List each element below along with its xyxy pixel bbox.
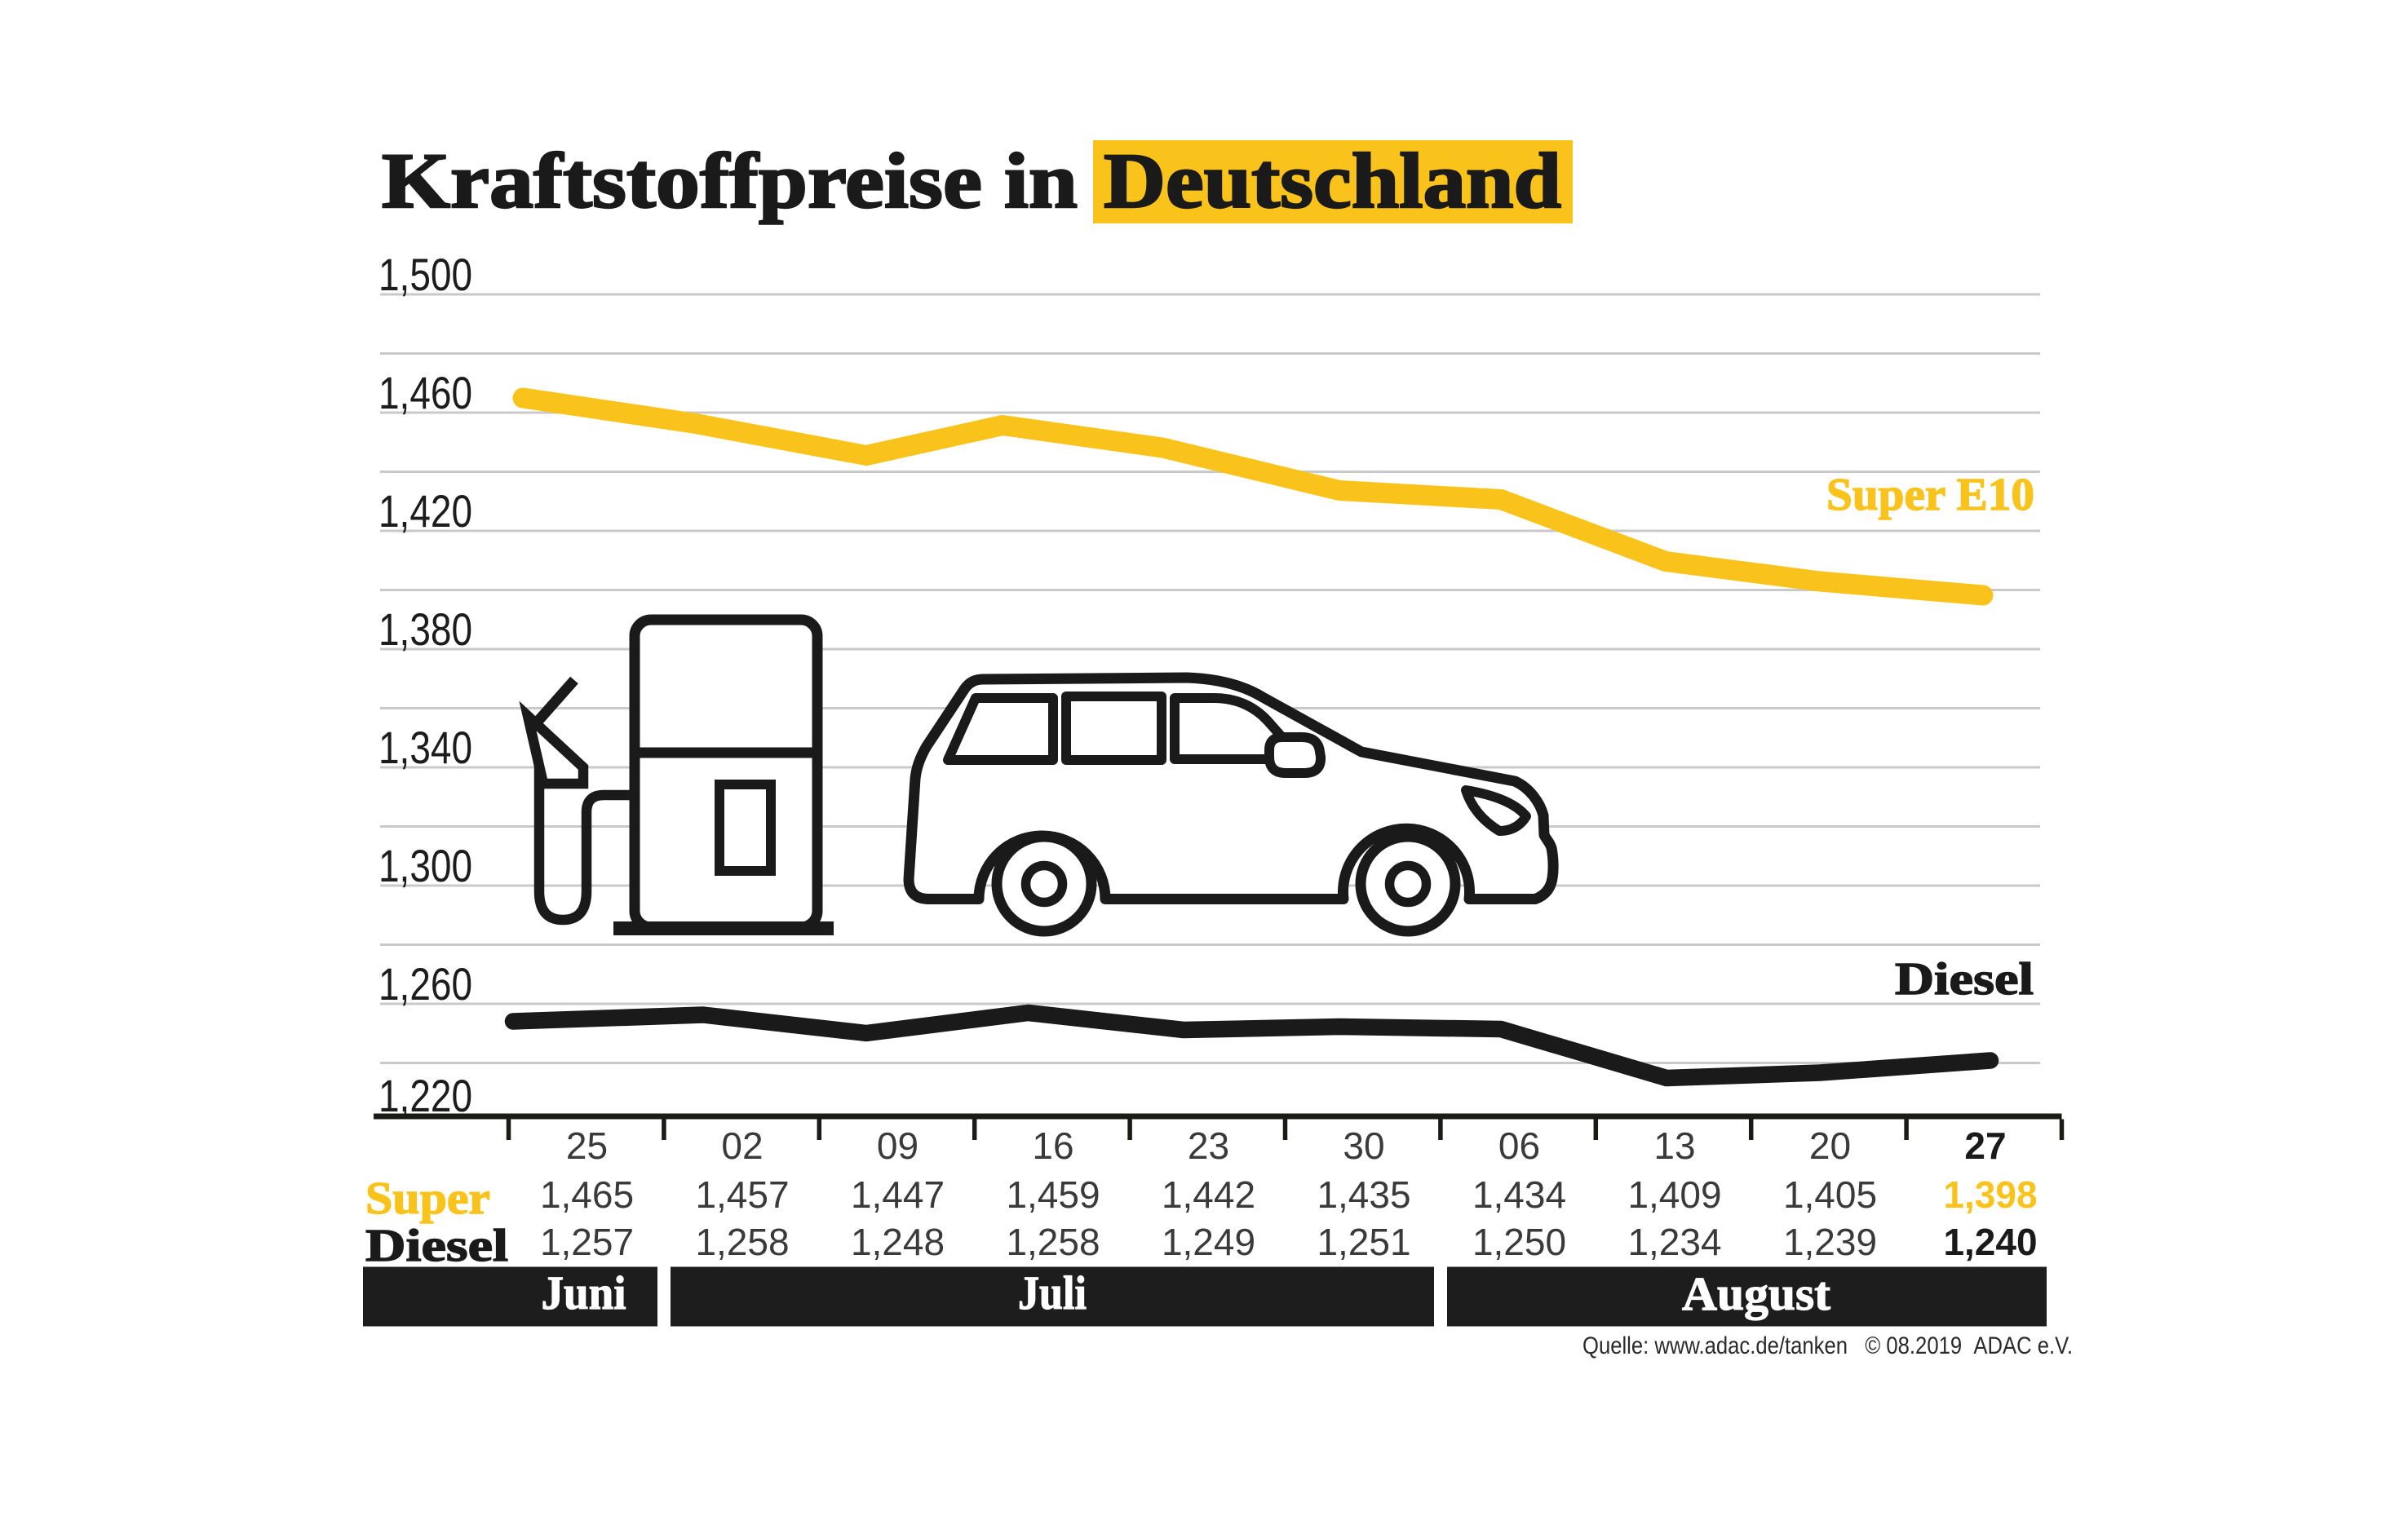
svg-text:1,435: 1,435 bbox=[1317, 1173, 1410, 1216]
svg-text:1,340: 1,340 bbox=[378, 722, 472, 773]
svg-text:Quelle: www.adac.de/tanken ©: Quelle: www.adac.de/tanken © 08.2019 ADA… bbox=[1582, 1332, 2073, 1359]
svg-text:16: 16 bbox=[1032, 1125, 1073, 1167]
svg-text:1,459: 1,459 bbox=[1006, 1173, 1100, 1216]
svg-text:1,220: 1,220 bbox=[378, 1070, 472, 1121]
svg-text:Juli: Juli bbox=[1018, 1266, 1087, 1319]
svg-text:Juni: Juni bbox=[542, 1266, 626, 1319]
svg-text:30: 30 bbox=[1343, 1125, 1384, 1167]
svg-text:13: 13 bbox=[1653, 1125, 1695, 1167]
svg-text:Kraftstoffpreise in: Kraftstoffpreise in bbox=[382, 137, 1078, 224]
svg-text:09: 09 bbox=[877, 1125, 918, 1167]
svg-text:25: 25 bbox=[566, 1125, 608, 1167]
svg-text:1,434: 1,434 bbox=[1472, 1173, 1566, 1216]
svg-text:Diesel: Diesel bbox=[365, 1221, 508, 1271]
svg-text:1,447: 1,447 bbox=[851, 1173, 945, 1216]
svg-text:1,257: 1,257 bbox=[540, 1221, 634, 1263]
svg-text:1,500: 1,500 bbox=[378, 249, 472, 300]
svg-text:1,249: 1,249 bbox=[1162, 1221, 1255, 1263]
svg-text:1,239: 1,239 bbox=[1783, 1221, 1877, 1263]
svg-text:1,380: 1,380 bbox=[378, 603, 472, 655]
svg-text:1,442: 1,442 bbox=[1162, 1173, 1255, 1216]
svg-text:1,260: 1,260 bbox=[378, 958, 472, 1010]
svg-text:1,460: 1,460 bbox=[378, 367, 472, 418]
svg-text:Super: Super bbox=[365, 1173, 490, 1224]
svg-text:1,234: 1,234 bbox=[1627, 1221, 1721, 1263]
svg-text:1,258: 1,258 bbox=[695, 1221, 789, 1263]
svg-text:02: 02 bbox=[721, 1125, 763, 1167]
svg-text:27: 27 bbox=[1964, 1125, 2006, 1167]
svg-text:20: 20 bbox=[1809, 1125, 1851, 1167]
svg-text:Diesel: Diesel bbox=[1895, 954, 2034, 1005]
svg-text:1,409: 1,409 bbox=[1627, 1173, 1721, 1216]
svg-text:Super E10: Super E10 bbox=[1826, 470, 2034, 520]
svg-text:1,405: 1,405 bbox=[1783, 1173, 1877, 1216]
svg-text:1,251: 1,251 bbox=[1317, 1221, 1410, 1263]
svg-text:23: 23 bbox=[1188, 1125, 1229, 1167]
svg-text:1,300: 1,300 bbox=[378, 840, 472, 891]
svg-text:1,465: 1,465 bbox=[540, 1173, 634, 1216]
svg-text:1,248: 1,248 bbox=[851, 1221, 945, 1263]
svg-text:Deutschland: Deutschland bbox=[1104, 137, 1561, 224]
svg-text:1,457: 1,457 bbox=[695, 1173, 789, 1216]
svg-text:06: 06 bbox=[1498, 1125, 1540, 1167]
svg-text:August: August bbox=[1682, 1267, 1831, 1320]
svg-text:1,398: 1,398 bbox=[1943, 1173, 2037, 1216]
svg-text:1,250: 1,250 bbox=[1472, 1221, 1566, 1263]
svg-text:1,420: 1,420 bbox=[378, 485, 472, 537]
svg-text:1,258: 1,258 bbox=[1006, 1221, 1100, 1263]
svg-text:1,240: 1,240 bbox=[1943, 1221, 2037, 1263]
